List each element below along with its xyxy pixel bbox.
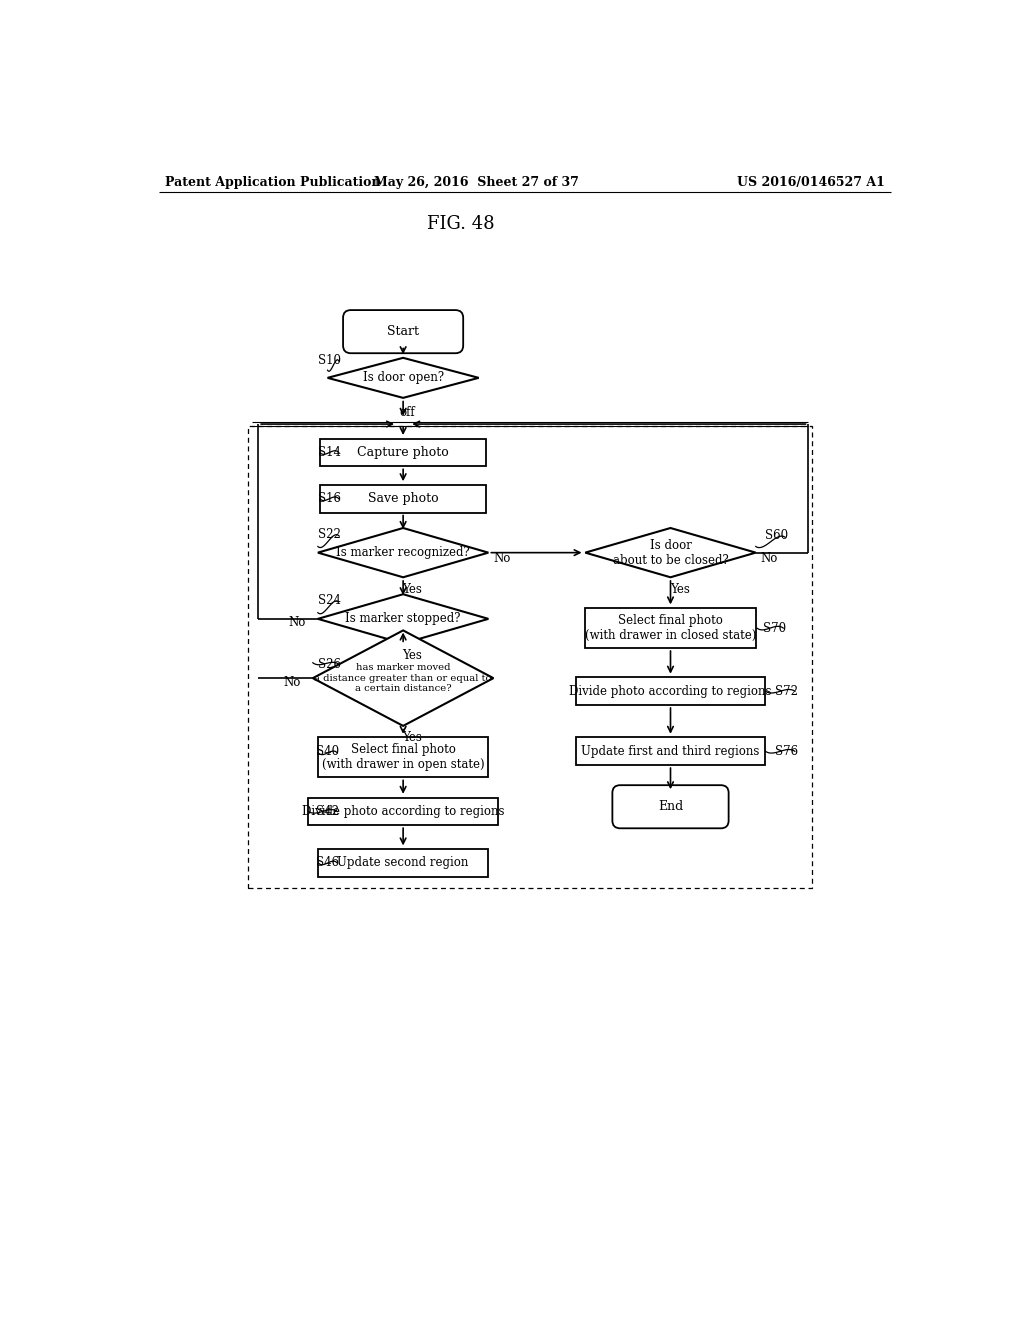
- FancyBboxPatch shape: [343, 310, 463, 354]
- Text: S40: S40: [316, 744, 339, 758]
- Text: S60: S60: [765, 529, 788, 543]
- Bar: [575, 738, 765, 766]
- Text: off: off: [399, 405, 415, 418]
- Text: Divide photo according to regions: Divide photo according to regions: [569, 685, 772, 698]
- FancyBboxPatch shape: [612, 785, 729, 829]
- Text: Capture photo: Capture photo: [357, 446, 449, 459]
- Text: S70: S70: [763, 622, 786, 635]
- Bar: [319, 438, 486, 466]
- Text: S10: S10: [317, 354, 341, 367]
- Polygon shape: [313, 631, 494, 726]
- Text: US 2016/0146527 A1: US 2016/0146527 A1: [736, 176, 885, 189]
- Polygon shape: [328, 358, 478, 397]
- Text: Update first and third regions: Update first and third regions: [582, 744, 760, 758]
- Text: Divide photo according to regions: Divide photo according to regions: [302, 805, 505, 818]
- Text: Is marker stopped?: Is marker stopped?: [345, 612, 461, 626]
- Text: FIG. 48: FIG. 48: [427, 215, 495, 232]
- Text: Is marker recognized?: Is marker recognized?: [336, 546, 470, 560]
- Polygon shape: [317, 528, 488, 577]
- Text: No: No: [289, 616, 306, 630]
- Text: Patent Application Publication: Patent Application Publication: [165, 176, 381, 189]
- Text: Yes: Yes: [402, 649, 422, 661]
- Text: S14: S14: [317, 446, 341, 459]
- Text: S26: S26: [317, 657, 341, 671]
- Text: Yes: Yes: [402, 582, 422, 595]
- Polygon shape: [317, 594, 488, 644]
- Text: Update second region: Update second region: [338, 857, 469, 870]
- Text: End: End: [657, 800, 683, 813]
- Bar: [317, 849, 488, 876]
- Text: S72: S72: [775, 685, 798, 698]
- Bar: [586, 609, 756, 648]
- Text: No: No: [493, 552, 510, 565]
- Text: Yes: Yes: [402, 731, 422, 744]
- Text: May 26, 2016  Sheet 27 of 37: May 26, 2016 Sheet 27 of 37: [375, 176, 580, 189]
- Text: Is door open?: Is door open?: [362, 371, 443, 384]
- Text: S46: S46: [316, 857, 339, 870]
- Text: S24: S24: [317, 594, 341, 607]
- Polygon shape: [586, 528, 756, 577]
- Text: S42: S42: [316, 805, 339, 818]
- Text: S76: S76: [775, 744, 798, 758]
- Text: S22: S22: [317, 528, 341, 541]
- Text: Save photo: Save photo: [368, 492, 438, 506]
- Bar: [319, 484, 486, 512]
- Bar: [575, 677, 765, 705]
- Bar: [317, 738, 488, 777]
- Text: Select final photo
(with drawer in closed state): Select final photo (with drawer in close…: [585, 614, 756, 642]
- Bar: [308, 797, 498, 825]
- Text: No: No: [284, 676, 301, 689]
- Text: has marker moved
a distance greater than or equal to
a certain distance?: has marker moved a distance greater than…: [314, 663, 492, 693]
- Text: Yes: Yes: [670, 582, 690, 595]
- Text: Start: Start: [387, 325, 419, 338]
- Text: No: No: [761, 552, 778, 565]
- Text: Select final photo
(with drawer in open state): Select final photo (with drawer in open …: [322, 743, 484, 771]
- Text: S16: S16: [317, 492, 341, 506]
- Text: Is door
about to be closed?: Is door about to be closed?: [612, 539, 728, 566]
- Bar: [248, 426, 812, 888]
